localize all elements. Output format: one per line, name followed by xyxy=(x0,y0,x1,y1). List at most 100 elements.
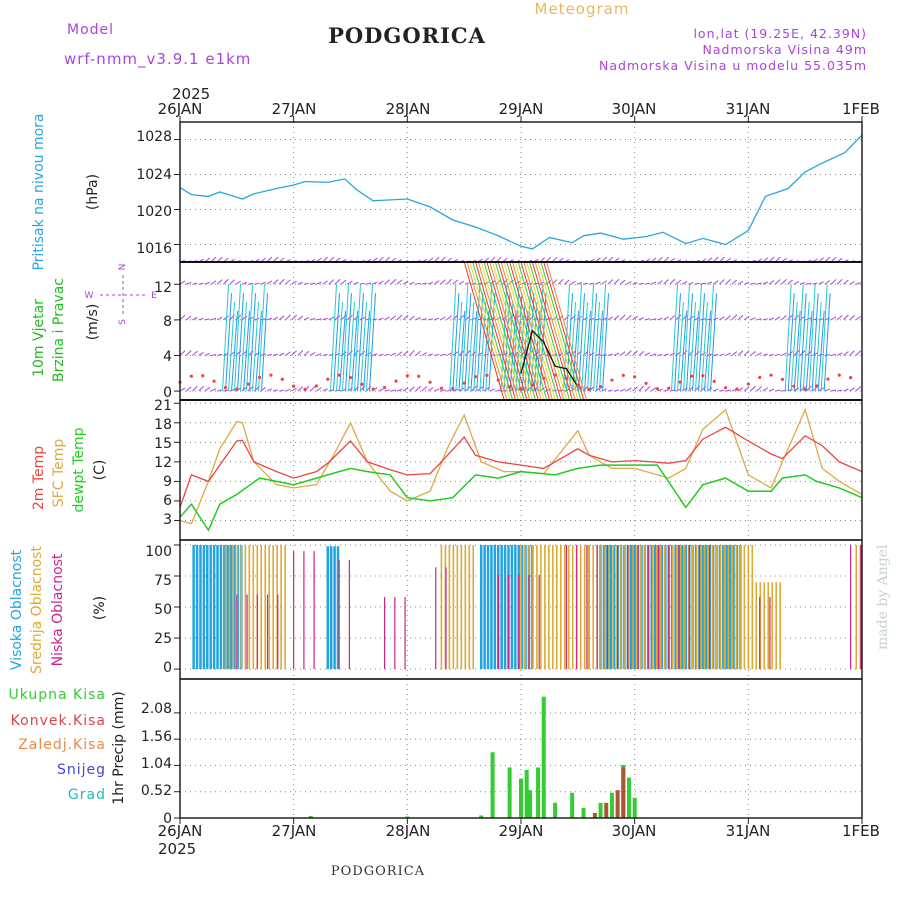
pressure-tick: 1024 xyxy=(136,167,172,183)
wind-barb xyxy=(830,389,837,392)
wind-arrow xyxy=(225,293,233,392)
wind-arrow xyxy=(452,293,460,392)
cloud-labels: Visoka Oblacnost Srednja Oblacnost Niska… xyxy=(9,546,108,674)
wind-barb xyxy=(632,350,638,356)
gust-marker xyxy=(280,377,284,381)
sfc-temp-line xyxy=(179,407,863,525)
wind-barb xyxy=(372,318,378,321)
wind-barb xyxy=(285,279,291,285)
wind-arrow xyxy=(572,310,580,392)
freezing-rain-legend: Zaledj.Kisa xyxy=(18,737,106,753)
wind-barb xyxy=(229,279,235,285)
cloud-tick: 100 xyxy=(145,544,172,560)
wind-arrow xyxy=(817,310,825,392)
wind-arrow xyxy=(231,310,239,392)
storm-wind-streak xyxy=(497,261,539,401)
cloud-ticks: 0 25 50 75 100 xyxy=(145,544,172,676)
wind-barb xyxy=(793,280,800,285)
gust-marker xyxy=(587,387,591,391)
gust-marker xyxy=(439,386,444,390)
top-tick-label: 1FEB xyxy=(842,100,880,118)
total-rain-legend: Ukupna Kisa xyxy=(8,687,106,703)
wind-barb xyxy=(750,317,756,321)
wind-barb xyxy=(675,279,682,285)
wind-barb xyxy=(750,282,756,285)
wind-barb xyxy=(644,318,651,321)
wind-barb xyxy=(241,315,248,321)
wind-arrow xyxy=(252,302,260,392)
gust-marker xyxy=(428,380,432,384)
wind-barb xyxy=(762,318,768,321)
wind-barb xyxy=(762,387,769,392)
wind-barb xyxy=(768,388,775,392)
wind-barb xyxy=(855,315,862,321)
wind-barb xyxy=(768,280,775,285)
wind-tick: 0 xyxy=(163,385,172,401)
wind-barb xyxy=(855,386,862,392)
wind-barb xyxy=(737,387,744,392)
precip-bar xyxy=(524,769,529,818)
wind-arrow xyxy=(234,284,242,392)
gust-marker xyxy=(564,376,569,381)
wind-barb xyxy=(421,352,428,356)
cloud-tick: 75 xyxy=(154,573,172,589)
wind-arrow xyxy=(698,293,705,392)
wind-barb xyxy=(192,385,198,392)
gust-marker xyxy=(201,374,205,378)
wind-barb xyxy=(402,387,409,392)
gust-marker xyxy=(826,377,830,381)
wind-barb xyxy=(198,386,204,392)
bottom-tick-label: 1FEB xyxy=(842,822,880,840)
wind-barb xyxy=(731,351,738,356)
precip-bar xyxy=(598,802,603,818)
wind-arrow xyxy=(584,310,592,392)
wind-barb xyxy=(830,353,837,356)
storm-wind-streak xyxy=(517,261,559,401)
pressure-tick: 1016 xyxy=(136,241,172,257)
sfc-label: SFC Temp xyxy=(51,439,67,508)
precip-bar xyxy=(541,696,546,818)
wind-barb xyxy=(434,388,440,392)
precip-bar xyxy=(570,792,575,818)
wind-arrow xyxy=(802,302,810,392)
precip-tick: 0 xyxy=(163,811,172,827)
gust-marker xyxy=(803,387,807,391)
wind-barb xyxy=(328,389,334,392)
wind-arrow xyxy=(596,310,604,392)
wind-barb xyxy=(434,353,440,356)
wind-barb xyxy=(781,315,787,321)
wind-barb xyxy=(427,281,434,285)
wind-barb xyxy=(601,280,607,285)
wind-arrow xyxy=(348,302,355,392)
wind-arrow xyxy=(369,293,376,392)
wind-arrow xyxy=(680,310,687,392)
wind-barb xyxy=(359,350,366,356)
wind-barb xyxy=(421,386,428,392)
wind-barb xyxy=(303,316,310,321)
model-elevation-label: Nadmorska Visina u modelu 55.035m xyxy=(599,58,867,73)
wind-barb xyxy=(694,317,700,321)
gust-marker xyxy=(678,380,682,384)
precip-bar xyxy=(507,767,512,818)
wind-arrow xyxy=(249,293,257,392)
wind-barb xyxy=(390,278,397,285)
gust-marker xyxy=(269,373,273,377)
wind-barb xyxy=(843,388,849,392)
wind-barb xyxy=(607,316,614,321)
pressure-unit: (hPa) xyxy=(85,174,101,210)
wind-barb xyxy=(297,281,303,285)
wind-arrow xyxy=(823,293,831,392)
wind-barb xyxy=(700,352,707,356)
wind-arrow xyxy=(222,284,230,392)
top-tick-label: 27JAN xyxy=(272,100,317,118)
wind-barb xyxy=(415,350,421,356)
t2m-line xyxy=(179,426,863,508)
wind-barb xyxy=(198,282,204,285)
wind-arrow xyxy=(527,293,535,392)
wind-barb xyxy=(582,282,589,285)
wind-barb xyxy=(272,389,279,392)
wind-barb xyxy=(806,282,812,285)
wind-arrow xyxy=(458,310,466,392)
storm-wind-streak xyxy=(503,261,545,401)
wind-barb xyxy=(589,282,595,285)
